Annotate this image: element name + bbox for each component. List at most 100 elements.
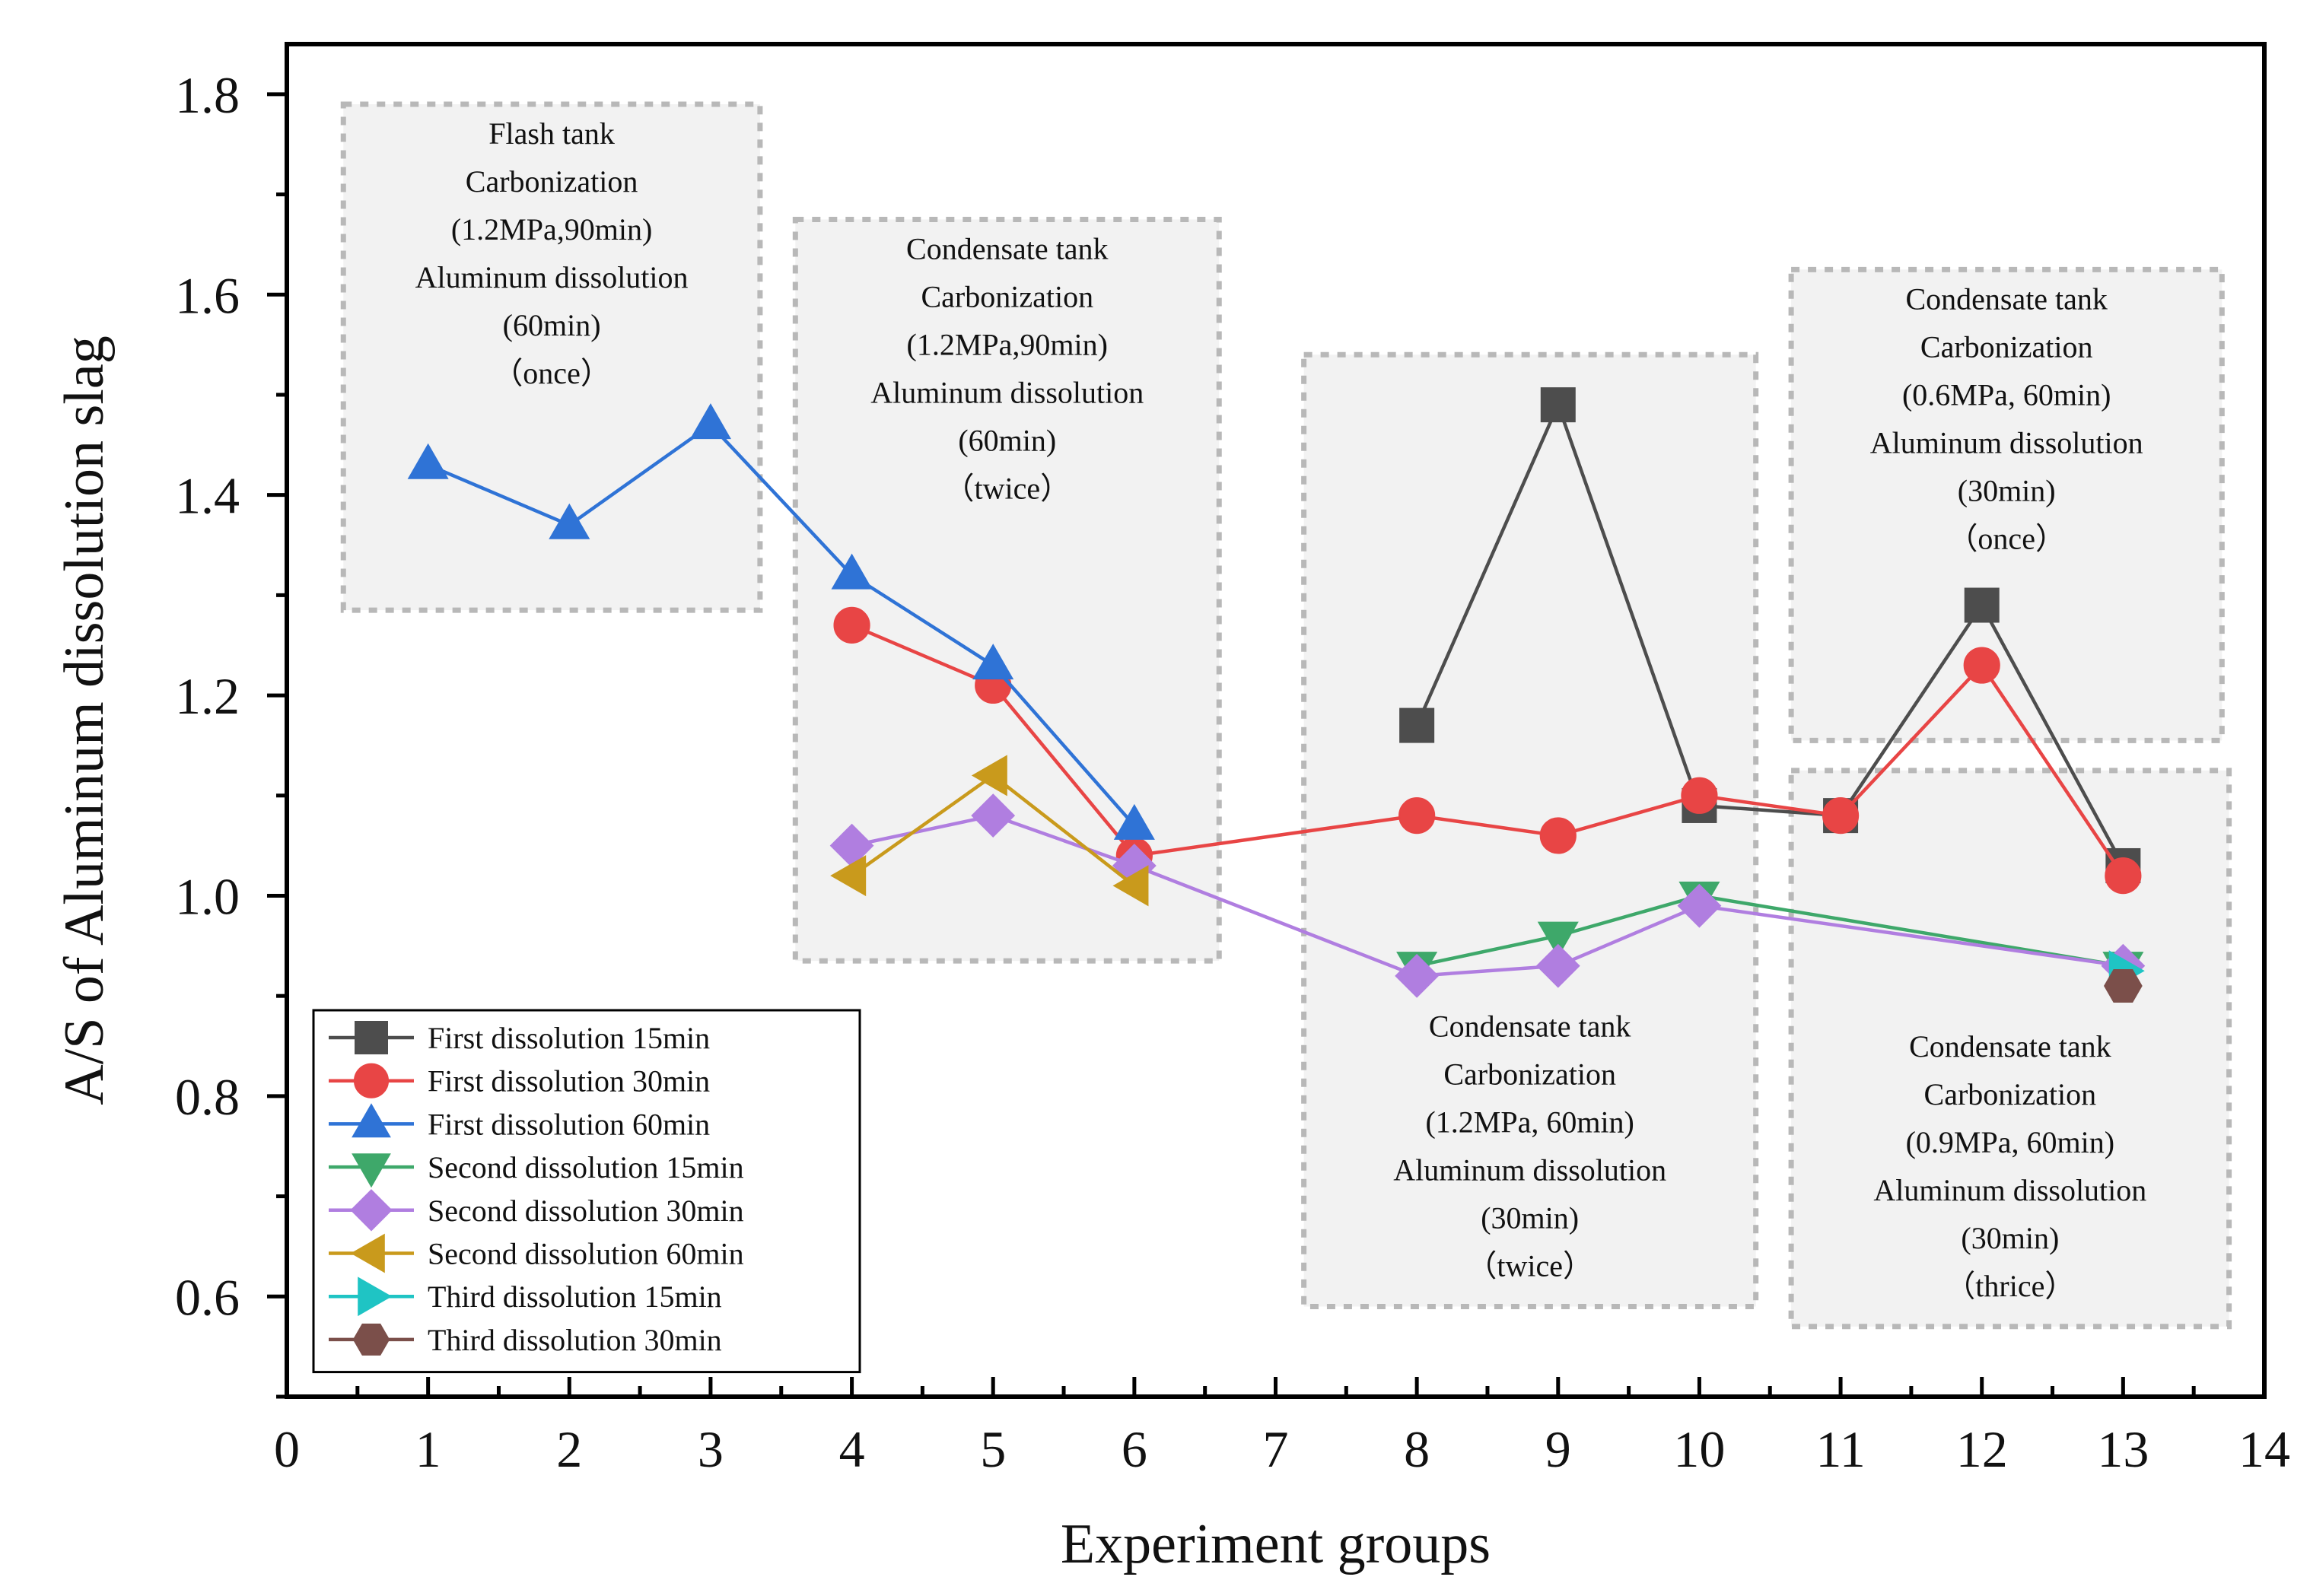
- data-point: [830, 855, 867, 897]
- condensate-1-2mpa-box-line: （twice）: [1466, 1248, 1593, 1283]
- legend-label: First dissolution 60min: [428, 1107, 710, 1141]
- condensate-1-2mpa-box-line: Aluminum dissolution: [1393, 1152, 1666, 1187]
- data-point: [1113, 803, 1155, 840]
- condensate-0-6mpa-box-line: (30min): [1958, 473, 2056, 507]
- legend-label: Second dissolution 30min: [428, 1194, 744, 1228]
- condensate-0-9mpa-box-line: Carbonization: [1924, 1077, 2097, 1111]
- legend-entry: First dissolution 30min: [329, 1063, 710, 1098]
- flash-tank-box-line: (60min): [503, 308, 601, 342]
- condensate-twice-box-line: (60min): [958, 423, 1056, 457]
- x-tick-label: 14: [2238, 1420, 2290, 1478]
- data-point: [1535, 943, 1580, 988]
- legend-box: [312, 1009, 861, 1374]
- flash-tank-box-frame: [340, 101, 763, 613]
- legend-layer: First dissolution 15min First dissolution…: [312, 1009, 861, 1374]
- data-point: [1399, 707, 1435, 743]
- flash-tank-box-line: （once）: [492, 356, 611, 390]
- flash-tank-box-line: Aluminum dissolution: [415, 260, 689, 294]
- data-point: [1964, 587, 2000, 623]
- legend-entry: First dissolution 15min: [329, 1021, 710, 1055]
- data-point: [1677, 883, 1722, 928]
- condensate-0-6mpa-box-line: Aluminum dissolution: [1870, 425, 2143, 459]
- axes-layer: 0 1 2 3 4 5 6 7 8 9 10 11 12 13 140.60.81.01.21.41.61.…: [53, 42, 2290, 1575]
- series-line: [427, 422, 1136, 827]
- x-tick-label: 12: [1956, 1420, 2008, 1478]
- annotation-layer: Flash tank Carbonization (1.2MPa,90min) Alu…: [340, 101, 2232, 1330]
- data-point: [972, 644, 1014, 680]
- series-first-dissolution-60min: [407, 403, 1155, 840]
- condensate-twice-box-line: (1.2MPa,90min): [907, 327, 1108, 361]
- condensate-0-9mpa-box-line: (0.9MPa, 60min): [1906, 1125, 2114, 1159]
- y-tick-label: 1.8: [175, 66, 240, 124]
- x-tick-label: 2: [556, 1420, 582, 1478]
- data-point: [1112, 865, 1149, 907]
- y-tick-label: 0.8: [175, 1068, 240, 1126]
- legend-label: First dissolution 15min: [428, 1021, 710, 1055]
- series-layer: [407, 387, 2146, 1003]
- legend-label: Second dissolution 15min: [428, 1150, 744, 1184]
- condensate-0-6mpa-box-frame: [1788, 266, 2225, 743]
- x-tick-label: 1: [415, 1420, 441, 1478]
- x-tick-label: 9: [1545, 1420, 1571, 1478]
- legend-entry: Second dissolution 60min: [329, 1233, 744, 1273]
- condensate-0-9mpa-box: Condensate tank Carbonization (0.9MPa, 60m…: [1788, 768, 2232, 1330]
- x-tick-label: 8: [1404, 1420, 1430, 1478]
- x-axis-title: Experiment groups: [1061, 1513, 1491, 1575]
- legend-entry: Third dissolution 30min: [329, 1323, 722, 1357]
- legend-label: Second dissolution 60min: [428, 1237, 744, 1271]
- data-point: [2104, 969, 2143, 1003]
- condensate-0-9mpa-box-line: （thrice）: [1945, 1269, 2075, 1303]
- legend-label: Third dissolution 30min: [428, 1323, 722, 1357]
- x-tick-label: 4: [839, 1420, 865, 1478]
- condensate-0-6mpa-box-line: (0.6MPa, 60min): [1902, 377, 2111, 412]
- condensate-0-6mpa-box-line: （once）: [1947, 521, 2066, 555]
- data-point: [1540, 387, 1576, 423]
- condensate-0-9mpa-box-line: Aluminum dissolution: [1873, 1173, 2146, 1207]
- flash-tank-box: Flash tank Carbonization (1.2MPa,90min) Alu…: [340, 101, 763, 613]
- y-tick-label: 1.2: [175, 667, 240, 725]
- legend-marker: [353, 1063, 390, 1098]
- condensate-twice-box-line: Condensate tank: [906, 231, 1109, 265]
- data-point: [971, 755, 1007, 796]
- data-point: [971, 793, 1016, 838]
- condensate-twice-box-line: Carbonization: [921, 279, 1093, 313]
- legend-label: First dissolution 30min: [428, 1064, 710, 1098]
- condensate-0-6mpa-box-line: Carbonization: [1920, 329, 2093, 364]
- data-point: [549, 503, 590, 539]
- condensate-1-2mpa-box-line: (1.2MPa, 60min): [1425, 1105, 1634, 1139]
- data-point: [1681, 777, 1718, 814]
- condensate-0-6mpa-box: Condensate tank Carbonization (0.6MPa, 60m…: [1788, 266, 2225, 743]
- series-line: [1415, 400, 2125, 867]
- x-tick-label: 6: [1122, 1420, 1147, 1478]
- legend-marker: [355, 1021, 388, 1054]
- x-tick-label: 11: [1815, 1420, 1865, 1478]
- y-tick-label: 1.6: [175, 266, 240, 324]
- x-tick-label: 13: [2097, 1420, 2149, 1478]
- data-point: [1398, 797, 1436, 835]
- x-tick-label: 0: [274, 1420, 300, 1478]
- data-point: [1963, 647, 2000, 684]
- legend-label: Third dissolution 15min: [428, 1280, 722, 1314]
- flash-tank-box-line: (1.2MPa,90min): [451, 212, 652, 246]
- condensate-0-6mpa-box-line: Condensate tank: [1905, 281, 2108, 316]
- condensate-1-2mpa-box-line: Carbonization: [1443, 1057, 1616, 1091]
- condensate-1-2mpa-box-line: Condensate tank: [1429, 1009, 1631, 1043]
- data-point: [831, 553, 873, 590]
- legend-marker: [350, 1189, 393, 1232]
- legend-marker: [352, 1153, 391, 1188]
- legend-entry: Second dissolution 30min: [329, 1189, 744, 1232]
- condensate-twice-box-line: Aluminum dissolution: [870, 375, 1144, 409]
- x-tick-label: 10: [1673, 1420, 1725, 1478]
- y-axis-title: A/S of Aluminum dissolution slag: [53, 335, 116, 1105]
- data-point: [1822, 797, 1860, 835]
- series-line: [1416, 894, 2124, 968]
- data-point: [2105, 857, 2142, 895]
- x-tick-label: 3: [698, 1420, 724, 1478]
- flash-tank-box-line: Carbonization: [466, 164, 638, 199]
- x-tick-label: 7: [1263, 1420, 1289, 1478]
- condensate-0-9mpa-box-line: (30min): [1961, 1221, 2059, 1255]
- y-tick-label: 0.6: [175, 1268, 240, 1326]
- data-point: [833, 606, 870, 644]
- condensate-twice-box-line: （twice）: [943, 471, 1071, 505]
